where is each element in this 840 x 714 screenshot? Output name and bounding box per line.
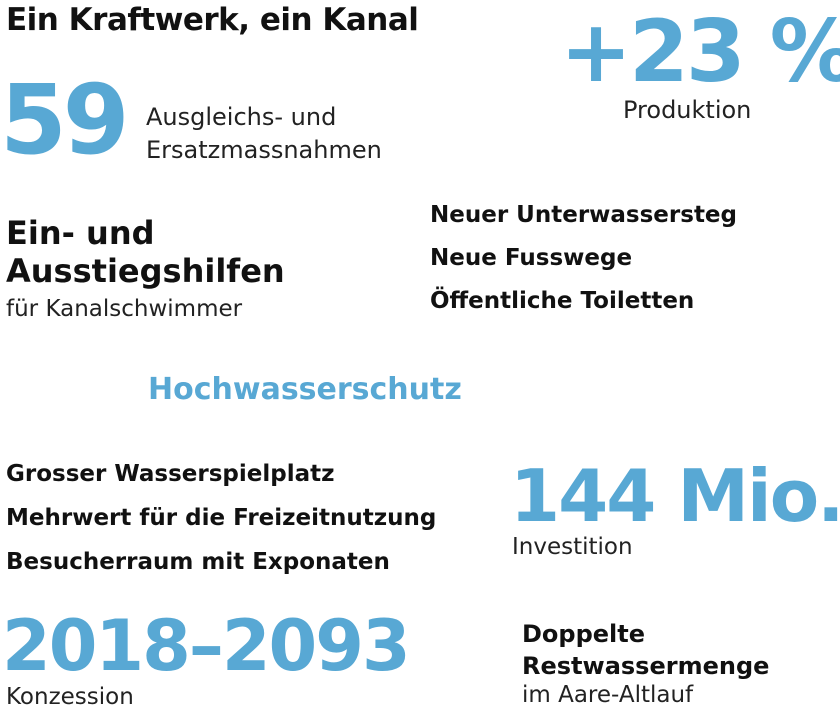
concession-years: 2018–2093 [2, 605, 411, 687]
flood-protection-heading: Hochwasserschutz [148, 372, 462, 407]
residual-water-heading-line1: Doppelte [522, 620, 646, 648]
feature-item: Neuer Unterwassersteg [430, 202, 737, 228]
concession-label: Konzession [6, 684, 134, 710]
swimmer-aids-heading: Ein- und Ausstiegshilfen [6, 214, 285, 290]
features-top-list: Neuer Unterwassersteg Neue Fusswege Öffe… [430, 194, 737, 323]
measures-count: 59 [0, 64, 130, 176]
residual-water-heading: Doppelte Restwassermenge [522, 618, 769, 682]
measures-label-line1: Ausgleichs- und [146, 103, 337, 131]
feature-item: Mehrwert für die Freizeitnutzung [6, 505, 437, 531]
residual-water-heading-line2: Restwassermenge [522, 652, 770, 680]
production-label: Produktion [623, 96, 752, 124]
measures-label: Ausgleichs- und Ersatzmassnahmen [146, 101, 382, 167]
production-increase: +23 % [560, 2, 840, 102]
investment-amount: 144 Mio. [510, 454, 840, 538]
features-bottom-list: Grosser Wasserspielplatz Mehrwert für di… [6, 452, 436, 584]
feature-item: Besucherraum mit Exponaten [6, 549, 390, 575]
residual-water-subtitle: im Aare-Altlauf [522, 682, 694, 708]
page-title: Ein Kraftwerk, ein Kanal [6, 2, 419, 38]
measures-label-line2: Ersatzmassnahmen [146, 136, 382, 164]
feature-item: Grosser Wasserspielplatz [6, 461, 335, 487]
feature-item: Öffentliche Toiletten [430, 288, 695, 314]
feature-item: Neue Fusswege [430, 245, 633, 271]
swimmer-aids-heading-line2: Ausstiegshilfen [6, 252, 285, 290]
swimmer-aids-subtitle: für Kanalschwimmer [6, 296, 243, 322]
swimmer-aids-heading-line1: Ein- und [6, 214, 155, 252]
investment-label: Investition [512, 534, 633, 560]
